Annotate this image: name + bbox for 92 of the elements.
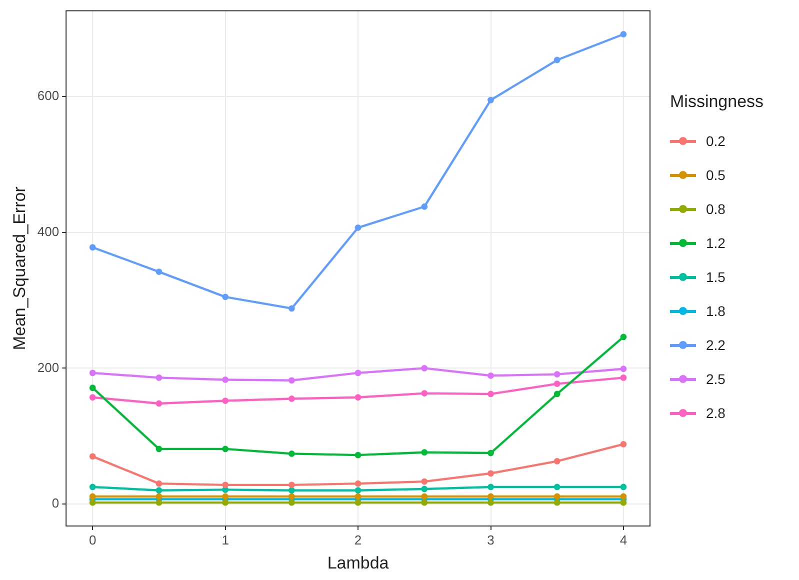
point bbox=[89, 493, 96, 500]
x-tick-label: 4 bbox=[620, 532, 628, 548]
point bbox=[354, 370, 362, 376]
point bbox=[354, 480, 362, 487]
point bbox=[156, 446, 162, 452]
point bbox=[620, 441, 627, 448]
point bbox=[288, 396, 295, 402]
point bbox=[156, 374, 162, 381]
point bbox=[354, 394, 362, 401]
point bbox=[488, 390, 494, 398]
point bbox=[89, 244, 96, 251]
legend-label: 0.2 bbox=[706, 133, 726, 149]
point bbox=[421, 364, 428, 372]
point bbox=[620, 493, 627, 500]
legend-label: 1.8 bbox=[706, 303, 726, 319]
point bbox=[156, 480, 162, 487]
legend-title: Missingness bbox=[670, 92, 764, 112]
point bbox=[488, 493, 494, 500]
point bbox=[488, 499, 494, 506]
point bbox=[288, 482, 295, 488]
point bbox=[354, 493, 362, 500]
point bbox=[620, 334, 627, 340]
point bbox=[421, 449, 428, 456]
point bbox=[421, 390, 428, 396]
point bbox=[421, 203, 428, 210]
point bbox=[554, 390, 560, 398]
point bbox=[488, 372, 494, 379]
point bbox=[421, 478, 428, 485]
point bbox=[222, 376, 229, 383]
point bbox=[288, 487, 295, 494]
point bbox=[89, 370, 96, 376]
point bbox=[222, 482, 229, 488]
point bbox=[554, 56, 560, 64]
point bbox=[222, 398, 229, 404]
x-tick-label: 2 bbox=[354, 532, 362, 548]
point bbox=[222, 446, 229, 452]
point bbox=[288, 450, 295, 457]
point bbox=[620, 31, 627, 38]
point bbox=[488, 450, 494, 456]
y-tick-label: 0 bbox=[52, 496, 60, 511]
point bbox=[89, 499, 96, 506]
point bbox=[222, 499, 229, 506]
point bbox=[156, 268, 162, 275]
point bbox=[421, 486, 428, 492]
legend-label: 2.8 bbox=[706, 405, 726, 421]
point bbox=[421, 499, 428, 506]
point bbox=[156, 400, 162, 407]
point bbox=[354, 487, 362, 494]
point bbox=[554, 371, 560, 378]
point bbox=[222, 493, 229, 500]
legend-label: 1.5 bbox=[706, 269, 726, 285]
y-tick-label: 200 bbox=[37, 360, 60, 375]
point bbox=[156, 499, 162, 506]
x-axis-title: Lambda bbox=[327, 553, 390, 572]
point bbox=[222, 294, 229, 300]
point bbox=[288, 305, 295, 312]
x-tick-label: 0 bbox=[89, 532, 96, 548]
y-tick-label: 400 bbox=[37, 224, 60, 239]
point bbox=[620, 484, 627, 490]
point bbox=[89, 394, 96, 401]
legend-label: 0.5 bbox=[706, 167, 726, 183]
y-tick-label: 600 bbox=[37, 88, 60, 104]
legend-label: 0.8 bbox=[706, 201, 726, 217]
point bbox=[488, 470, 494, 477]
point bbox=[620, 499, 627, 506]
point bbox=[89, 384, 96, 392]
point bbox=[554, 380, 560, 387]
point bbox=[89, 453, 96, 460]
legend-label: 2.5 bbox=[706, 371, 726, 387]
legend-label: 2.2 bbox=[706, 337, 726, 353]
point bbox=[421, 493, 428, 500]
point bbox=[620, 374, 627, 381]
point bbox=[554, 493, 560, 500]
point bbox=[354, 224, 362, 231]
x-tick-label: 3 bbox=[487, 532, 494, 548]
point bbox=[554, 484, 560, 490]
point bbox=[354, 499, 362, 506]
legend-label: 1.2 bbox=[706, 235, 726, 251]
y-axis-title: Mean_Squared_Error bbox=[10, 186, 29, 350]
point bbox=[89, 484, 96, 490]
point bbox=[288, 493, 295, 500]
point bbox=[354, 452, 362, 458]
point bbox=[554, 499, 560, 506]
point bbox=[620, 366, 627, 372]
point bbox=[288, 377, 295, 384]
point bbox=[488, 96, 494, 104]
point bbox=[488, 484, 494, 490]
x-tick-label: 1 bbox=[222, 532, 229, 548]
point bbox=[156, 487, 162, 494]
point bbox=[156, 493, 162, 500]
point bbox=[288, 499, 295, 506]
point bbox=[554, 458, 560, 464]
